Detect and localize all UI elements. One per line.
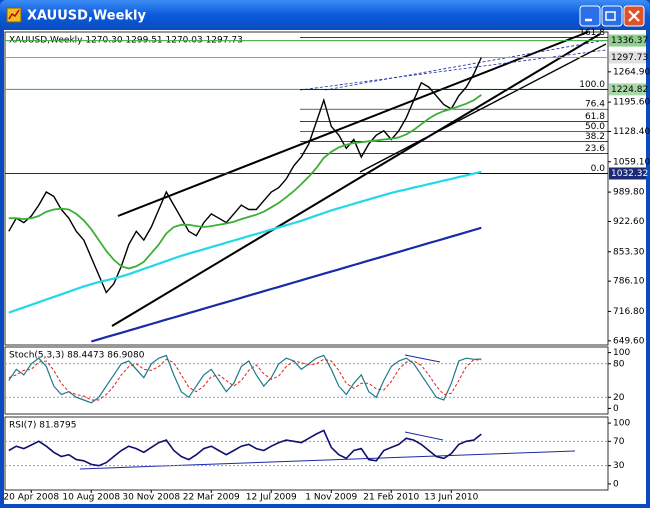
y-tick-label: 1059.10 [613,157,650,167]
y-tick-label: 1264.90 [613,67,650,77]
x-tick-label: 20 Apr 2008 [3,493,59,503]
trend-line [324,39,607,91]
y-tick-label: 922.60 [613,217,645,227]
y-tick-label: 853.30 [613,247,645,257]
minimize-button[interactable] [579,5,601,27]
y-tick-label: 70 [613,437,625,447]
restore-glyph [605,11,616,21]
x-tick-label: 22 Mar 2009 [183,493,240,503]
fib-label: 76.4 [585,100,605,110]
y-tick-label: 20 [613,393,625,403]
stoch-panel-border [4,346,609,415]
panel-title: RSI(7) 81.8795 [9,421,76,431]
price-label-box [609,51,646,64]
rsi-divergence-line [404,431,444,441]
y-tick-label: 100 [613,348,630,358]
series-line [90,226,482,343]
fib-label: 100.0 [579,80,605,90]
x-tick-label: 1 Nov 2009 [305,493,357,503]
channel-line [111,33,601,327]
series-line [8,354,482,404]
y-tick-label: 80 [613,359,625,369]
x-tick-label: 12 Jul 2009 [246,493,297,503]
x-tick-label: 13 Jun 2010 [424,493,478,503]
series-line [8,94,482,270]
price-label: 1032.32 [611,169,648,179]
y-tick-label: 1195.60 [613,98,650,108]
x-tick-label: 30 Nov 2008 [122,493,180,503]
y-tick-label: 0 [613,404,619,414]
x-tick-label: 10 Aug 2008 [62,493,120,503]
price-label: 1336.37 [611,36,648,46]
y-tick-label: 716.80 [613,307,645,317]
x-tick-label: 21 Feb 2010 [363,493,419,503]
y-tick-label: 786.10 [613,277,645,287]
window-title: XAUUSD,Weekly [27,9,147,24]
y-tick-label: 649.60 [613,336,645,346]
price-label-box [609,34,646,47]
price-label: 1297.73 [611,53,648,63]
y-tick-label: 100 [613,419,630,429]
main-panel-border [4,31,609,346]
trend-line [299,49,607,91]
series-line [8,170,482,314]
rsi-panel-border [4,416,609,491]
y-tick-label: 30 [613,461,625,471]
y-tick-label: 0 [613,479,619,489]
fib-label: 38.2 [585,132,605,142]
price-label: 1224.82 [611,85,648,95]
fib-label: 0.0 [591,164,606,174]
price-label-box [609,167,646,180]
divergence-line [404,354,441,363]
series-line [8,358,482,401]
fib-label: 23.6 [585,144,605,154]
price-label-box [609,83,646,96]
channel-line [359,43,607,173]
fib-label: 161.8 [579,28,605,38]
restore-button[interactable] [601,5,623,27]
series-line [8,429,482,467]
close-glyph [628,10,640,22]
series-line [8,57,482,294]
title-bar [0,0,650,30]
y-tick-label: 989.80 [613,188,645,198]
plot-layer: XAUUSD,Weekly 1270.30 1299.51 1270.03 12… [3,28,650,503]
y-tick-label: 1128.40 [613,127,650,137]
fib-label: 50.0 [585,122,605,132]
fib-label: 61.8 [585,112,605,122]
window-icon-glyph [8,9,20,20]
panel-title: Stoch(5,3,3) 88.4473 86.9080 [9,351,145,361]
